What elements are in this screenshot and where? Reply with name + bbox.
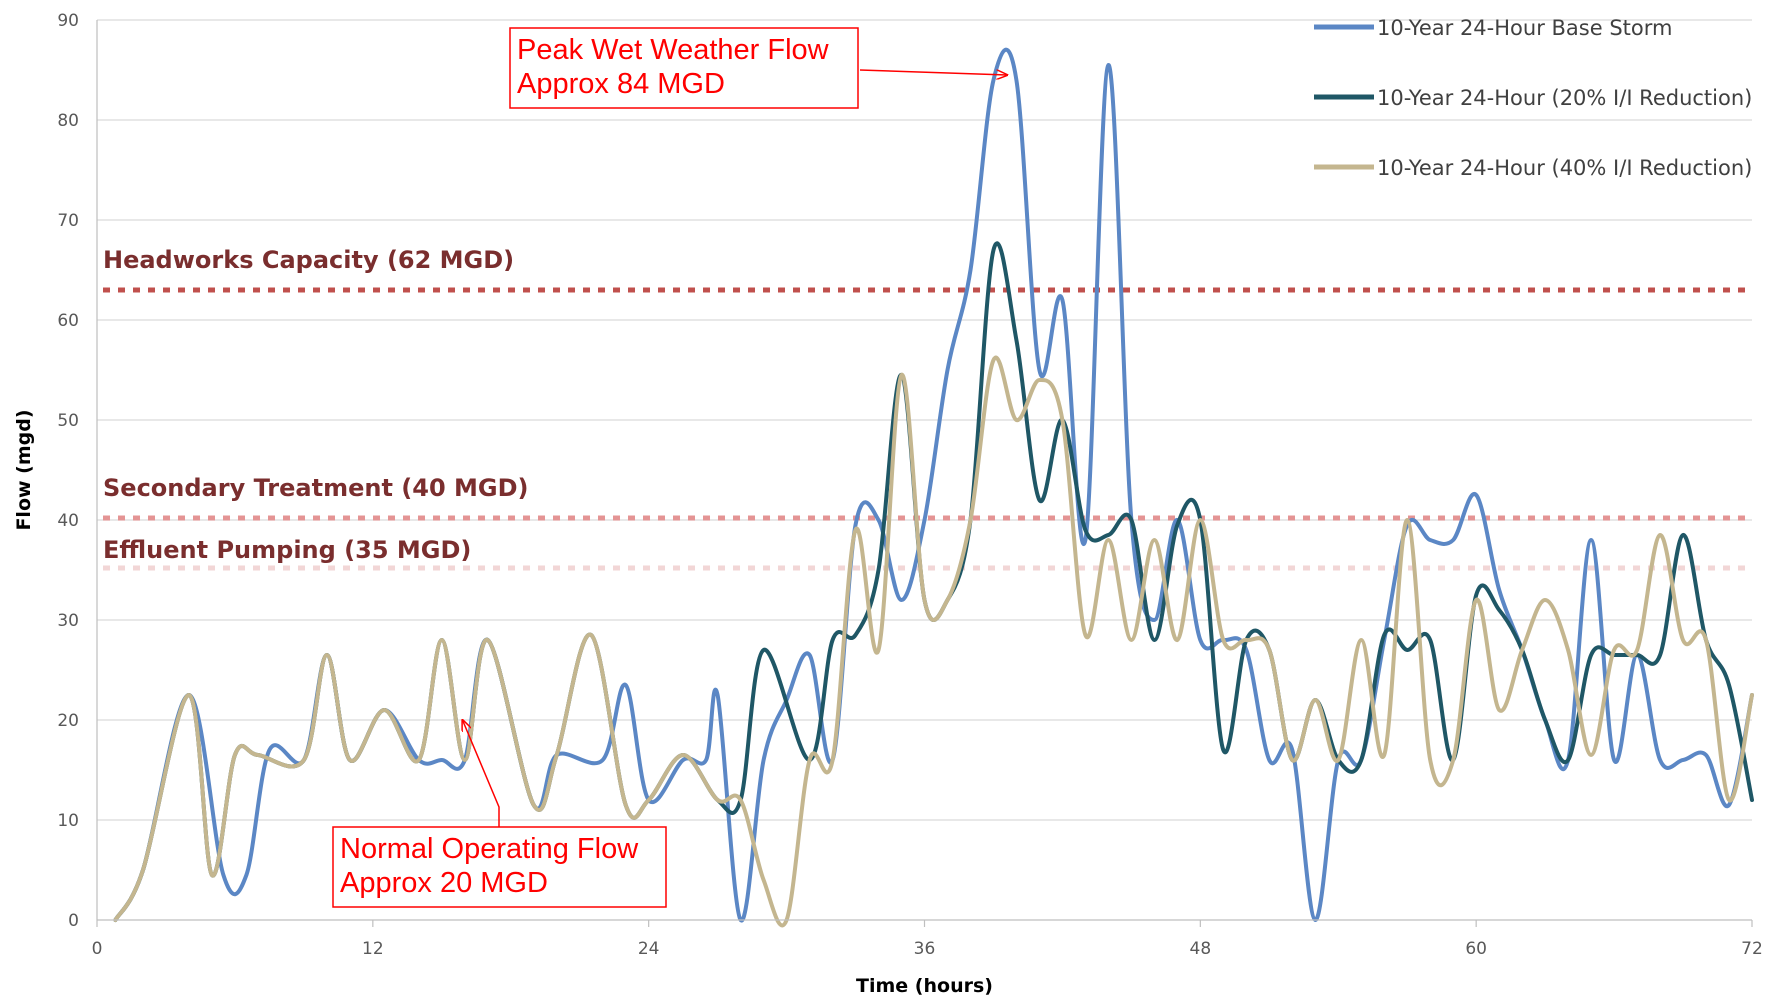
x-tick-label: 48: [1190, 939, 1212, 959]
y-tick-label: 50: [57, 411, 79, 431]
gridlines: [97, 19, 1752, 821]
y-tick-label: 0: [68, 911, 79, 931]
legend-label: 10-Year 24-Hour Base Storm: [1377, 16, 1672, 40]
y-tick-label: 70: [57, 211, 79, 231]
legend: 10-Year 24-Hour Base Storm 10-Year 24-Hou…: [1314, 16, 1752, 180]
y-tick-label: 80: [57, 111, 79, 131]
y-tick-label: 40: [57, 511, 79, 531]
annotation-box: [509, 27, 859, 109]
annotation-text: Peak Wet Weather Flow: [517, 34, 830, 66]
series-lines: [113, 48, 1754, 928]
x-axis-title: Time (hours): [856, 975, 993, 997]
legend-label: 10-Year 24-Hour (40% I/I Reduction): [1377, 156, 1752, 180]
y-tick-label: 60: [57, 311, 79, 331]
annotation-arrow: [462, 720, 500, 827]
y-axis-title: Flow (mgd): [13, 409, 35, 530]
y-tick-label: 90: [57, 11, 79, 31]
y-tick-label: 10: [57, 811, 79, 831]
x-tick-label: 60: [1465, 939, 1487, 959]
x-tick-label: 36: [914, 939, 936, 959]
reference-line-label: Secondary Treatment (40 MGD): [103, 474, 528, 502]
reference-line-label: Effluent Pumping (35 MGD): [103, 536, 471, 564]
x-tick-label: 72: [1741, 939, 1763, 959]
y-tick-label: 20: [57, 711, 79, 731]
axes: 0 10 20 30 40 50 60 70 80 90 0 12 24 36 48 60 72 Time (ho…: [13, 11, 1763, 997]
reference-lines: Headworks Capacity (62 MGD) Secondary Tre…: [103, 246, 1746, 571]
x-tick-label: 24: [638, 939, 660, 959]
annotation-arrow: [859, 69, 1007, 75]
x-tick-label: 12: [362, 939, 384, 959]
annotation-text: Approx 20 MGD: [340, 867, 548, 899]
annotation-box: [332, 826, 667, 908]
series-line: [113, 355, 1754, 928]
legend-label: 10-Year 24-Hour (20% I/I Reduction): [1377, 86, 1752, 110]
x-tick-label: 0: [92, 939, 103, 959]
y-tick-label: 30: [57, 611, 79, 631]
annotation-text: Normal Operating Flow: [340, 833, 639, 865]
series-line: [113, 241, 1754, 922]
annotation-text: Approx 84 MGD: [517, 68, 725, 100]
reference-line-label: Headworks Capacity (62 MGD): [103, 246, 514, 274]
